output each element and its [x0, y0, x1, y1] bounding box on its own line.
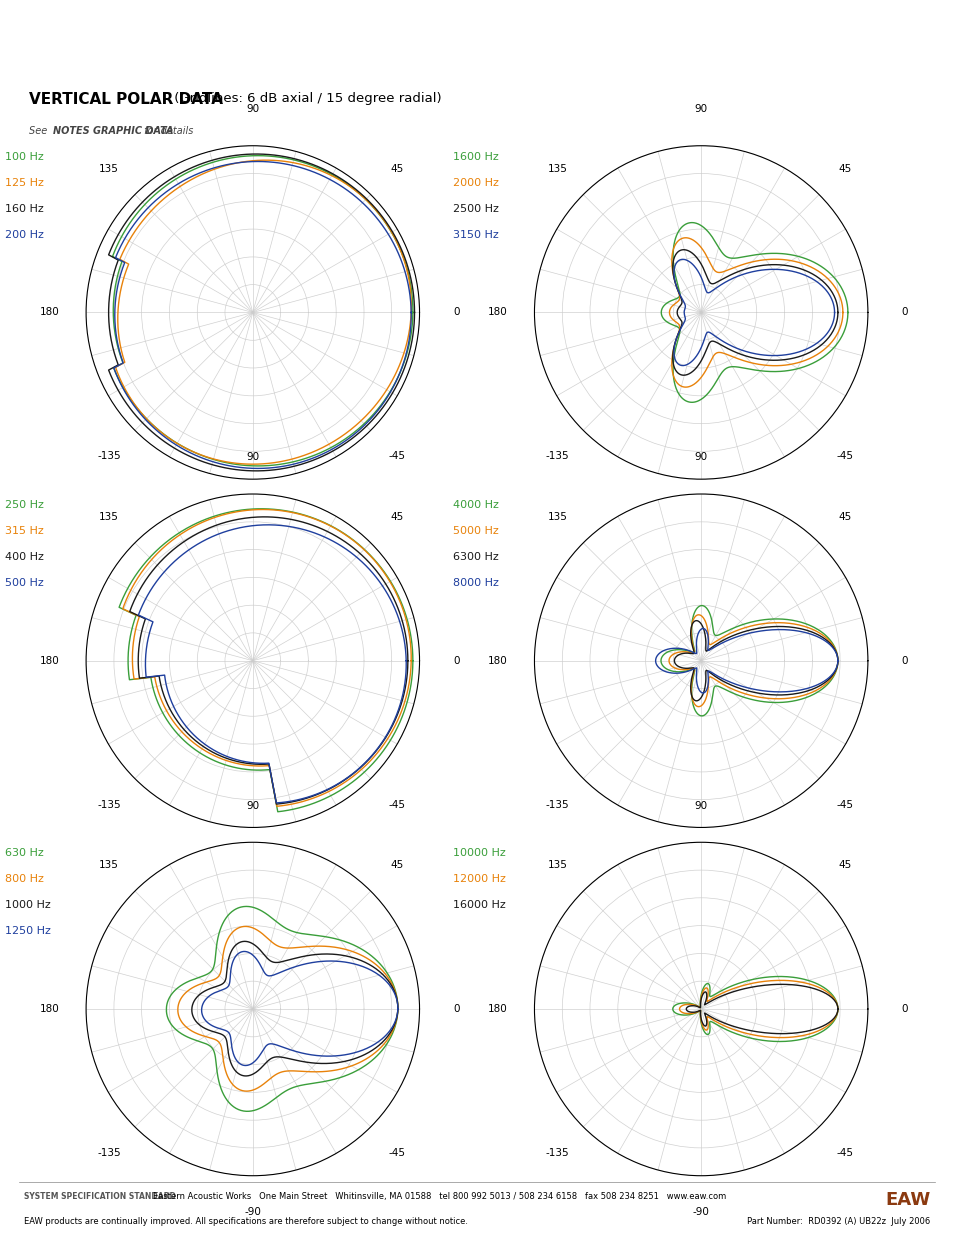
Text: -90: -90 — [692, 860, 709, 869]
Text: 5000 Hz: 5000 Hz — [453, 526, 498, 536]
Text: 45: 45 — [838, 511, 851, 522]
Text: 0: 0 — [453, 1004, 459, 1014]
Text: 135: 135 — [547, 163, 567, 174]
Text: 1600 Hz: 1600 Hz — [453, 152, 498, 162]
Text: 0: 0 — [901, 1004, 907, 1014]
Text: -135: -135 — [545, 451, 569, 462]
Text: Part Number:  RD0392 (A) UB22z  July 2006: Part Number: RD0392 (A) UB22z July 2006 — [746, 1218, 929, 1226]
Text: 3150 Hz: 3150 Hz — [453, 230, 498, 240]
Text: 0: 0 — [453, 656, 459, 666]
Text: 90: 90 — [694, 452, 707, 462]
Text: -90: -90 — [692, 1208, 709, 1218]
Text: -90: -90 — [244, 511, 261, 521]
Text: 2500 Hz: 2500 Hz — [453, 204, 498, 214]
Text: -45: -45 — [388, 799, 405, 810]
Text: VERTICAL POLAR DATA: VERTICAL POLAR DATA — [29, 91, 222, 107]
Text: -90: -90 — [244, 1208, 261, 1218]
Text: SYSTEM SPECIFICATION STANDARD: SYSTEM SPECIFICATION STANDARD — [24, 1192, 175, 1202]
Text: -135: -135 — [545, 1147, 569, 1158]
Text: 1250 Hz: 1250 Hz — [5, 926, 51, 936]
Text: 250 Hz: 250 Hz — [5, 500, 44, 510]
Text: 100 Hz: 100 Hz — [5, 152, 44, 162]
Text: 315 Hz: 315 Hz — [5, 526, 44, 536]
Text: 800 Hz: 800 Hz — [5, 874, 44, 884]
Text: 90: 90 — [246, 800, 259, 810]
Text: 8000 Hz: 8000 Hz — [453, 578, 498, 588]
Text: See: See — [29, 126, 50, 136]
Text: -135: -135 — [545, 799, 569, 810]
Text: 45: 45 — [390, 511, 403, 522]
Text: 200 Hz: 200 Hz — [5, 230, 44, 240]
Text: 180: 180 — [487, 1004, 507, 1014]
Text: 135: 135 — [99, 860, 119, 871]
Text: 180: 180 — [39, 656, 59, 666]
Text: 45: 45 — [838, 860, 851, 871]
Text: 0: 0 — [453, 308, 459, 317]
Text: -45: -45 — [836, 799, 853, 810]
Text: -45: -45 — [836, 451, 853, 462]
Text: EAW: EAW — [884, 1191, 929, 1209]
Text: 90: 90 — [694, 104, 707, 114]
Text: 16000 Hz: 16000 Hz — [453, 900, 505, 910]
Text: 135: 135 — [547, 511, 567, 522]
Text: 6300 Hz: 6300 Hz — [453, 552, 498, 562]
Text: 2000 Hz: 2000 Hz — [453, 178, 498, 188]
Text: UB22z  Specifications: UB22z Specifications — [29, 31, 349, 57]
Text: Eastern Acoustic Works   One Main Street   Whitinsville, MA 01588   tel 800 992 : Eastern Acoustic Works One Main Street W… — [152, 1192, 725, 1202]
Text: (Gridlines: 6 dB axial / 15 degree radial): (Gridlines: 6 dB axial / 15 degree radia… — [170, 91, 441, 105]
Text: -45: -45 — [388, 1147, 405, 1158]
Text: 90: 90 — [246, 452, 259, 462]
Text: 90: 90 — [246, 104, 259, 114]
Text: 400 Hz: 400 Hz — [5, 552, 44, 562]
Text: 12000 Hz: 12000 Hz — [453, 874, 505, 884]
Text: 135: 135 — [99, 163, 119, 174]
Text: 160 Hz: 160 Hz — [5, 204, 44, 214]
Text: 180: 180 — [39, 308, 59, 317]
Text: 180: 180 — [39, 1004, 59, 1014]
Text: 135: 135 — [547, 860, 567, 871]
Text: 500 Hz: 500 Hz — [5, 578, 44, 588]
Text: NOTES GRAPHIC DATA: NOTES GRAPHIC DATA — [53, 126, 173, 136]
Text: 180: 180 — [487, 656, 507, 666]
Text: -135: -135 — [97, 1147, 121, 1158]
Text: -135: -135 — [97, 799, 121, 810]
Text: 0: 0 — [901, 308, 907, 317]
Text: 135: 135 — [99, 511, 119, 522]
Text: 45: 45 — [838, 163, 851, 174]
Text: 125 Hz: 125 Hz — [5, 178, 44, 188]
Text: 1000 Hz: 1000 Hz — [5, 900, 51, 910]
Text: 630 Hz: 630 Hz — [5, 848, 44, 858]
Text: -45: -45 — [388, 451, 405, 462]
Text: -90: -90 — [692, 511, 709, 521]
Text: 45: 45 — [390, 860, 403, 871]
Text: 180: 180 — [487, 308, 507, 317]
Text: 4000 Hz: 4000 Hz — [453, 500, 498, 510]
Text: for details: for details — [141, 126, 193, 136]
Text: 0: 0 — [901, 656, 907, 666]
Text: 90: 90 — [694, 800, 707, 810]
Text: -135: -135 — [97, 451, 121, 462]
Text: 45: 45 — [390, 163, 403, 174]
Text: 10000 Hz: 10000 Hz — [453, 848, 505, 858]
Text: EAW products are continually improved. All specifications are therefore subject : EAW products are continually improved. A… — [24, 1218, 467, 1226]
Text: -90: -90 — [244, 860, 261, 869]
Text: -45: -45 — [836, 1147, 853, 1158]
